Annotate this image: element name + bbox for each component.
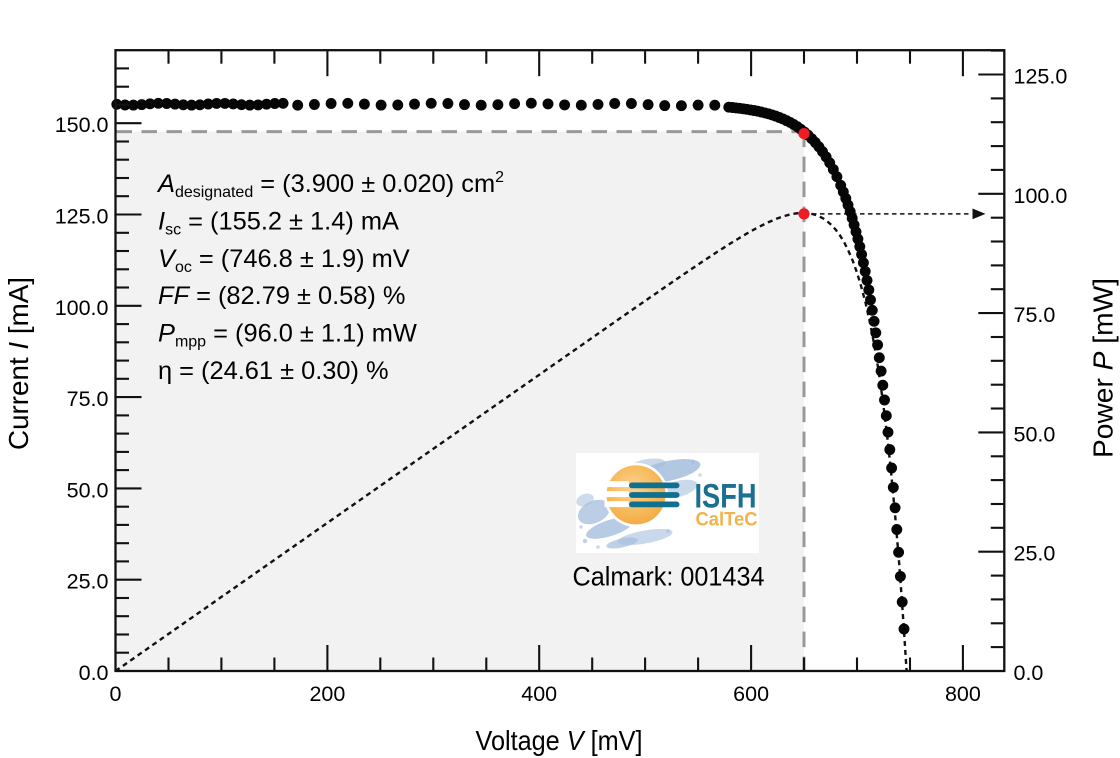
svg-text:75.0: 75.0 — [67, 387, 109, 411]
svg-text:Calmark: 001434: Calmark: 001434 — [573, 562, 765, 592]
svg-text:600: 600 — [733, 682, 769, 706]
svg-text:CalTeC: CalTeC — [696, 509, 758, 530]
svg-text:Voc = (746.8 ± 1.9) mV: Voc = (746.8 ± 1.9) mV — [158, 245, 410, 276]
svg-text:0.0: 0.0 — [1014, 661, 1044, 685]
svg-text:400: 400 — [521, 682, 557, 706]
svg-text:50.0: 50.0 — [67, 478, 109, 502]
svg-text:150.0: 150.0 — [55, 113, 109, 137]
svg-text:FF = (82.79 ± 0.58) %: FF = (82.79 ± 0.58) % — [158, 282, 406, 310]
svg-text:0: 0 — [110, 682, 122, 706]
svg-text:50.0: 50.0 — [1014, 422, 1056, 446]
svg-text:125.0: 125.0 — [55, 205, 109, 229]
svg-text:Current I [mA]: Current I [mA] — [3, 277, 34, 450]
svg-text:800: 800 — [945, 682, 981, 706]
svg-text:Isc = (155.2 ± 1.4) mA: Isc = (155.2 ± 1.4) mA — [158, 208, 399, 239]
svg-text:25.0: 25.0 — [1014, 542, 1056, 566]
svg-text:100.0: 100.0 — [1014, 184, 1068, 208]
svg-text:125.0: 125.0 — [1014, 65, 1068, 89]
svg-text:25.0: 25.0 — [67, 570, 109, 594]
svg-text:100.0: 100.0 — [55, 296, 109, 320]
svg-text:Voltage V [mV]: Voltage V [mV] — [476, 725, 643, 756]
svg-text:Adesignated = (3.900 ± 0.020): Adesignated = (3.900 ± 0.020) cm2 — [156, 169, 504, 201]
svg-text:Power P [mW]: Power P [mW] — [1088, 278, 1119, 458]
svg-text:200: 200 — [309, 682, 345, 706]
svg-text:ISFH: ISFH — [695, 477, 757, 515]
svg-text:Pmpp = (96.0 ± 1.1) mW: Pmpp = (96.0 ± 1.1) mW — [158, 320, 417, 351]
svg-text:75.0: 75.0 — [1014, 303, 1056, 327]
svg-text:0.0: 0.0 — [79, 661, 109, 685]
svg-text:η = (24.61 ± 0.30) %: η = (24.61 ± 0.30) % — [158, 357, 389, 385]
